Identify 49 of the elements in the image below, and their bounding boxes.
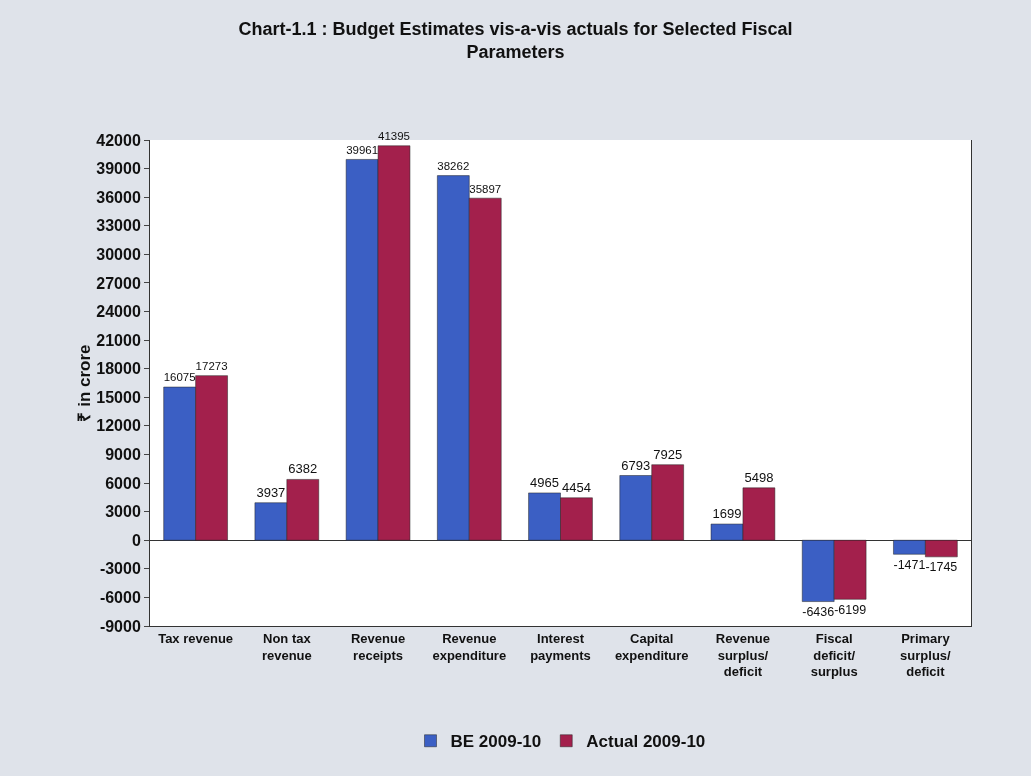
y-tick-label: 6000 <box>105 474 141 492</box>
x-tick-label: Primary surplus/ deficit <box>900 630 952 680</box>
data-label: 7925 <box>653 446 683 462</box>
data-label: 35897 <box>469 182 502 195</box>
y-tick-label: 42000 <box>96 131 141 149</box>
chart-title: Chart-1.1 : Budget Estimates vis-a-vis actuals for Selected Fiscal Parameters <box>238 18 793 63</box>
data-label: 41395 <box>378 130 410 143</box>
y-tick-label: 18000 <box>96 360 141 378</box>
data-label: 5498 <box>744 469 774 485</box>
data-label: -6199 <box>834 602 867 617</box>
legend-label: BE 2009-10 <box>450 732 542 752</box>
y-axis-title: ₹ in crore <box>75 344 95 422</box>
data-label: 16075 <box>163 371 196 384</box>
data-label: 4965 <box>530 474 559 490</box>
y-tick-label: 30000 <box>96 245 141 263</box>
data-label: -1471 <box>893 557 926 572</box>
data-label: -1745 <box>925 560 958 575</box>
data-label: 6382 <box>288 461 318 477</box>
y-tick-label: 9000 <box>105 446 141 464</box>
data-label: 4454 <box>562 479 591 495</box>
data-label: 38262 <box>437 159 470 172</box>
y-tick-label: -9000 <box>99 617 141 635</box>
y-tick-label: 21000 <box>96 331 141 349</box>
x-tick-label: Interest payments <box>530 630 591 663</box>
data-label: -6436 <box>802 605 835 620</box>
y-tick-label: 12000 <box>96 417 141 435</box>
y-tick-label: 0 <box>131 531 141 549</box>
y-tick-label: 15000 <box>96 388 141 406</box>
legend-label: Actual 2009-10 <box>586 732 706 752</box>
y-tick-label: 3000 <box>105 503 141 521</box>
y-tick-label: 33000 <box>96 217 141 235</box>
x-tick-label: Revenue expenditure <box>432 630 507 663</box>
x-tick-label: Revenue surplus/ deficit <box>715 630 771 680</box>
x-tick-label: Tax revenue <box>158 630 234 646</box>
y-tick-label: 36000 <box>96 188 141 206</box>
x-tick-label: Non tax revenue <box>261 630 312 663</box>
data-label: 17273 <box>195 359 228 372</box>
x-tick-label: Fiscal deficit/ surplus <box>810 630 858 680</box>
x-tick-label: Revenue receipts <box>350 630 406 663</box>
y-tick-label: 27000 <box>96 274 141 292</box>
data-label: 3937 <box>256 484 286 500</box>
data-label: 6793 <box>621 457 651 473</box>
data-label: 1699 <box>712 506 742 522</box>
y-tick-label: -6000 <box>99 589 141 607</box>
y-tick-label: 24000 <box>96 303 141 321</box>
y-tick-label: 39000 <box>96 160 141 178</box>
y-tick-label: -3000 <box>99 560 141 578</box>
data-label: 39961 <box>346 143 379 156</box>
x-tick-label: Capital expenditure <box>614 630 689 663</box>
